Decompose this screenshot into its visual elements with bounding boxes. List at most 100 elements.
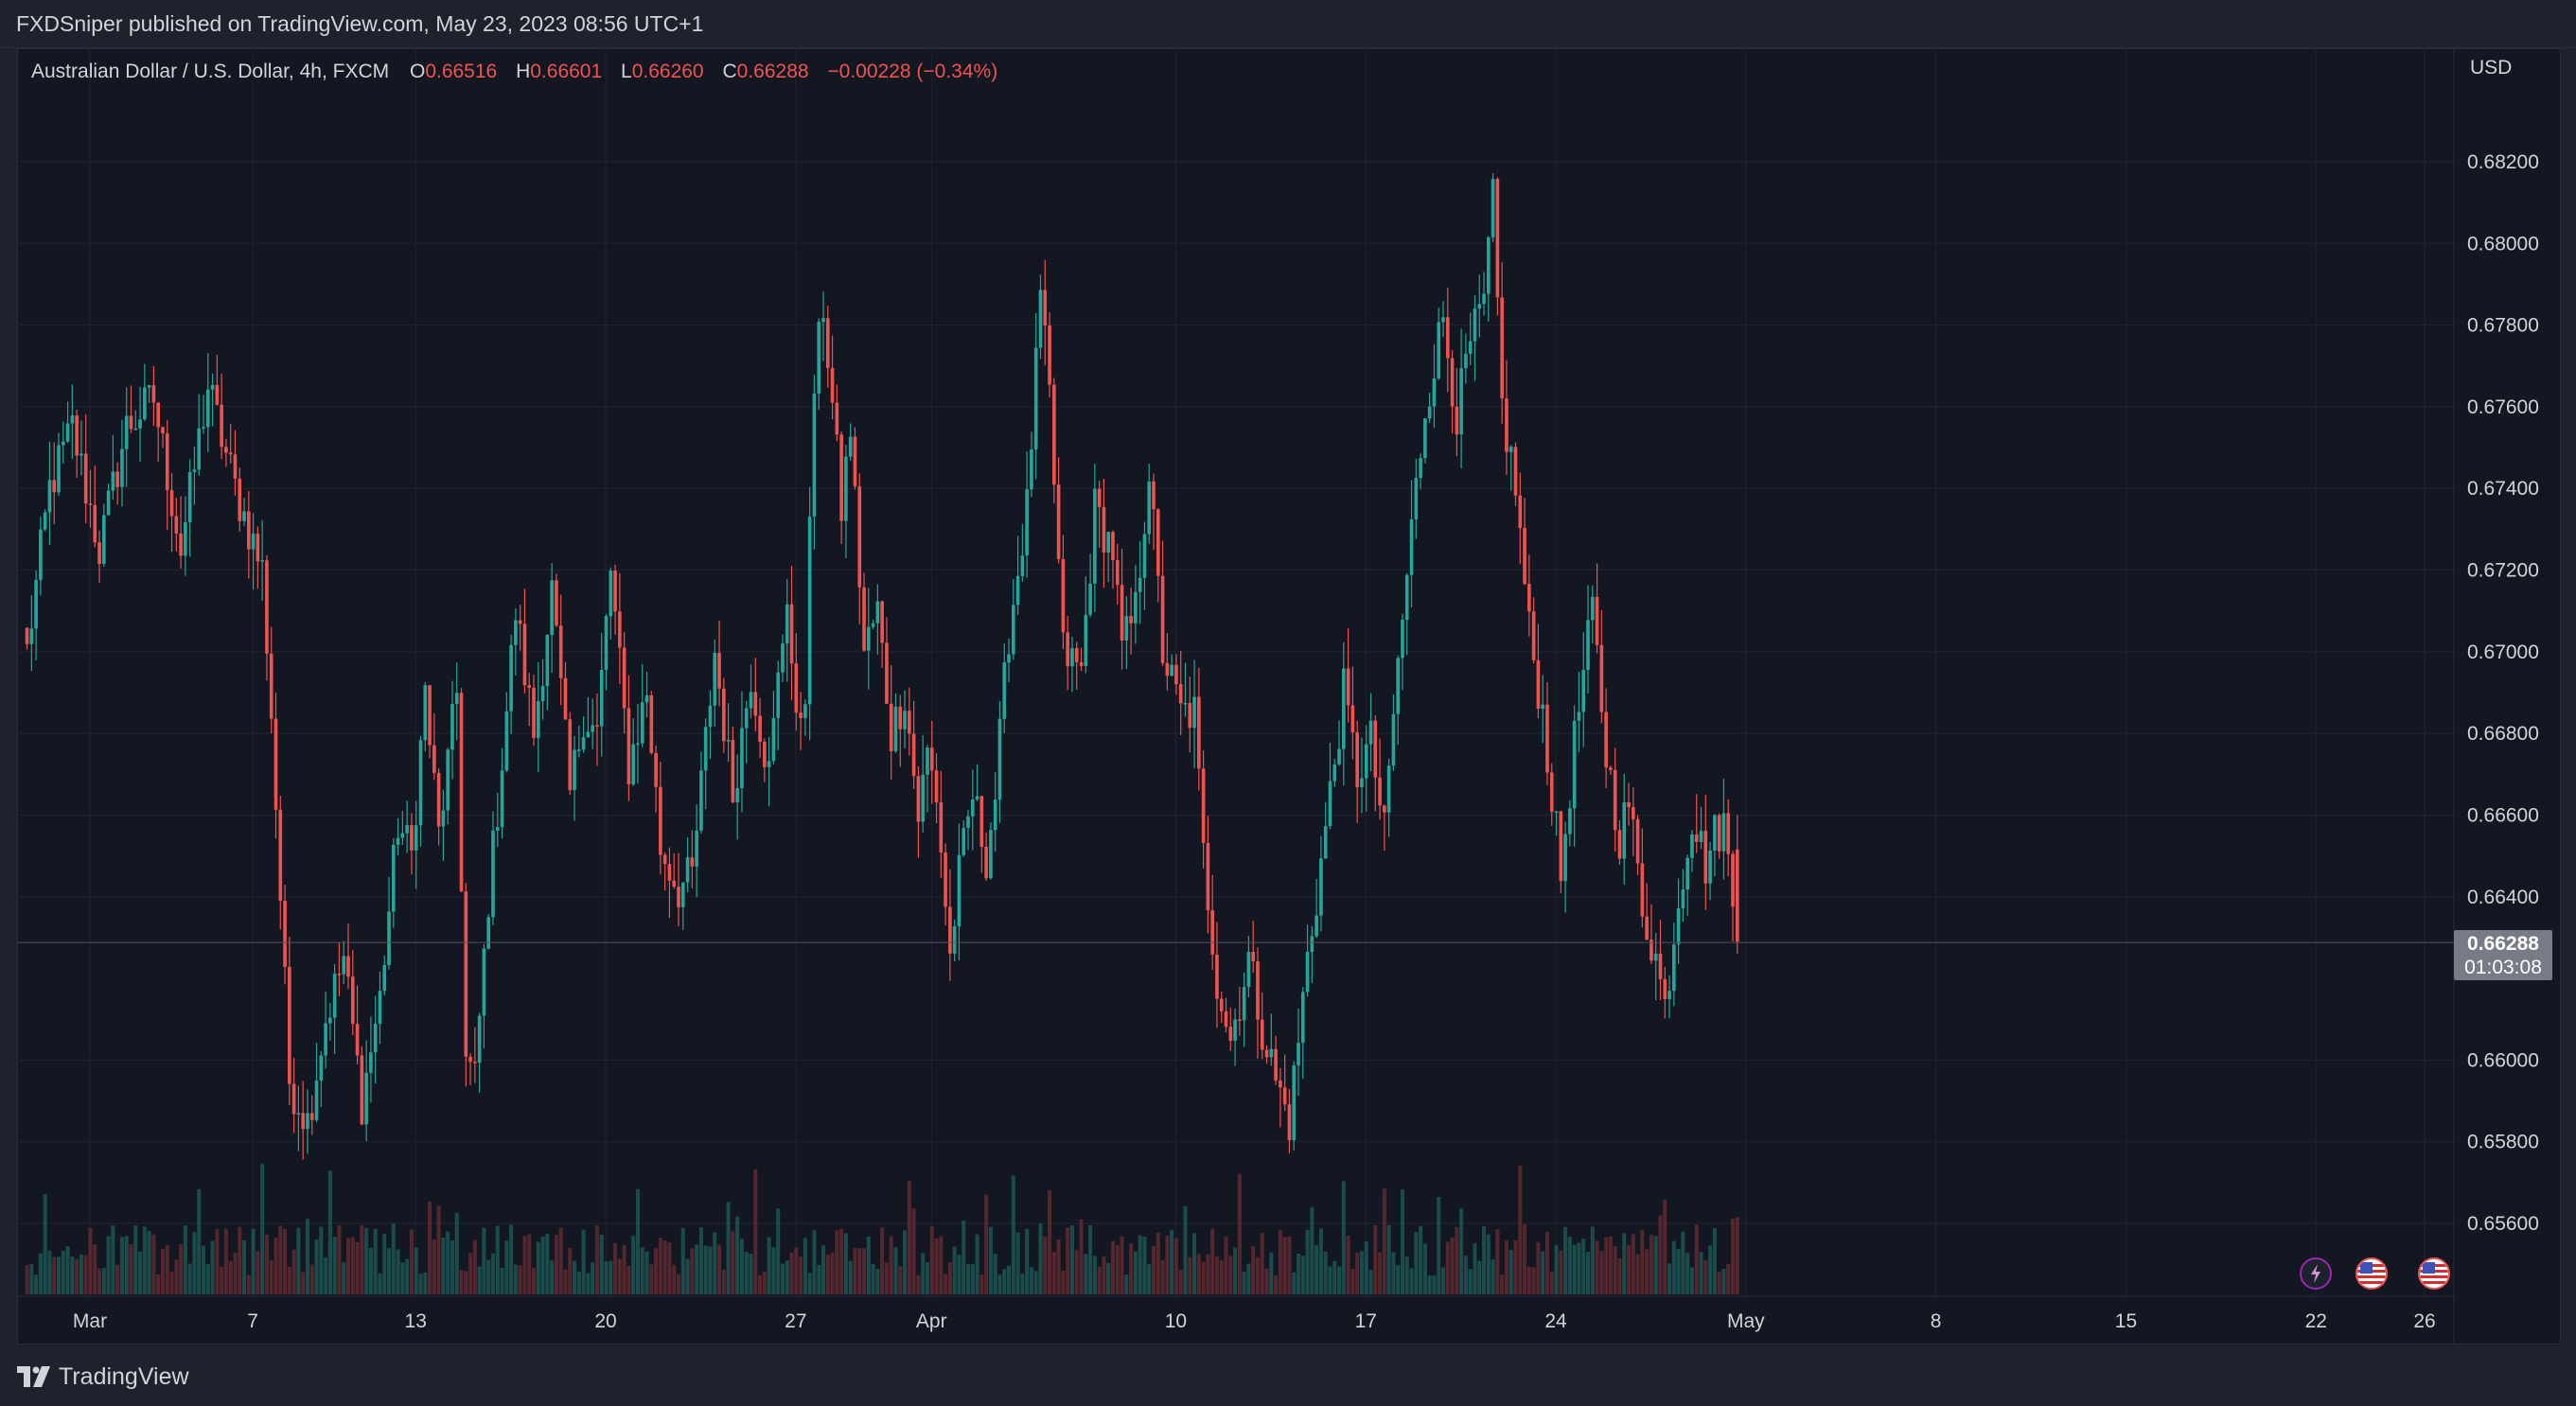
candle-body — [1147, 481, 1152, 535]
candle-body — [573, 749, 576, 791]
candle-body — [1423, 418, 1427, 459]
price-axis[interactable]: 0.68200 0.68000 0.67800 0.67600 0.67400 0.672… — [2467, 151, 2539, 1235]
volume-bar — [1396, 1265, 1401, 1294]
volume-bar — [1726, 1264, 1731, 1294]
volume-bar — [957, 1255, 962, 1294]
candle-body — [1142, 534, 1147, 578]
volume-bar — [342, 1261, 346, 1294]
volume-bar — [1188, 1257, 1192, 1294]
volume-bar — [1577, 1242, 1581, 1294]
us-flag-event-icon[interactable] — [2355, 1257, 2388, 1290]
volume-bar — [532, 1267, 537, 1294]
volume-bar — [1631, 1234, 1635, 1294]
volume-bar — [1482, 1225, 1487, 1294]
candle-body — [885, 642, 889, 704]
volume-bar — [825, 1255, 830, 1294]
symbol-title[interactable]: Australian Dollar / U.S. Dollar, 4h, FXC… — [31, 61, 390, 82]
candle-body — [364, 1072, 368, 1125]
us-flag-event-icon[interactable] — [2418, 1257, 2450, 1290]
candle-body — [893, 706, 898, 751]
volume-bar — [1440, 1267, 1446, 1294]
x-tick-label: 27 — [785, 1310, 806, 1332]
candle-body — [57, 445, 61, 493]
volume-bar — [1513, 1239, 1518, 1294]
currency-label[interactable]: USD — [2470, 57, 2513, 79]
volume-bar — [1156, 1232, 1160, 1294]
candle-body — [1495, 179, 1500, 298]
candle-body — [532, 688, 536, 738]
candle-body — [685, 857, 690, 883]
candle-body — [184, 521, 187, 556]
candle-body — [251, 533, 256, 550]
volume-bar — [1608, 1236, 1613, 1294]
candle-body — [306, 1113, 309, 1130]
candle-body — [1197, 696, 1201, 769]
candle-body — [1066, 632, 1069, 667]
volume-bar — [309, 1264, 314, 1294]
candle-body — [799, 712, 803, 718]
volume-bar — [1549, 1271, 1554, 1294]
volume-bar — [1173, 1238, 1178, 1294]
candle-body — [731, 740, 735, 802]
volume-bar — [975, 1234, 979, 1294]
volume-bar — [1721, 1268, 1726, 1294]
tradingview-brand[interactable]: TradingView — [17, 1362, 189, 1391]
volume-bar — [38, 1253, 43, 1294]
candle-body — [220, 404, 223, 448]
time-axis[interactable]: Mar 7 13 20 27 Apr 10 17 24 May 8 15 22 26 — [73, 1310, 2436, 1332]
candle-body — [1640, 863, 1645, 917]
volume-bar — [264, 1234, 269, 1294]
volume-bar — [490, 1253, 495, 1294]
candle-body — [473, 1062, 477, 1063]
volume-bar — [1422, 1243, 1427, 1294]
volume-bar — [1585, 1252, 1590, 1294]
volume-bar — [812, 1230, 817, 1294]
volume-bar — [979, 1274, 984, 1294]
candle-body — [952, 926, 957, 954]
candle-body — [984, 846, 988, 879]
candle-body — [400, 833, 405, 838]
ohlc-legend: Australian Dollar / U.S. Dollar, 4h, FXC… — [31, 61, 1011, 83]
volume-bar — [1735, 1217, 1739, 1294]
volume-bar — [568, 1247, 573, 1294]
volume-bar — [753, 1169, 758, 1294]
candle-body — [1364, 744, 1368, 779]
volume-bar — [233, 1252, 238, 1294]
candle-body — [1599, 644, 1604, 712]
volume-bar — [799, 1256, 803, 1294]
volume-bar — [324, 1257, 328, 1294]
volume-bar — [581, 1229, 586, 1294]
lightning-event-icon[interactable] — [2300, 1257, 2332, 1290]
candle-body — [1260, 1019, 1264, 1050]
candle-body — [1201, 768, 1206, 843]
open-label: O — [409, 61, 426, 82]
candle-body — [1242, 987, 1246, 1021]
volume-bar — [1599, 1251, 1604, 1294]
volume-bar — [228, 1260, 233, 1294]
candle-body — [1531, 611, 1536, 660]
volume-bar — [450, 1240, 454, 1294]
candle-body — [228, 452, 233, 455]
candle-body — [518, 620, 522, 624]
volume-bar — [1237, 1173, 1242, 1294]
open-value: 0.66516 — [425, 61, 498, 82]
candle-body — [1658, 953, 1663, 979]
volume-bar — [835, 1230, 839, 1294]
volume-bar — [1382, 1188, 1386, 1294]
volume-bar — [1323, 1251, 1328, 1294]
candle-body — [586, 731, 591, 738]
candle-body — [1631, 806, 1635, 819]
candle-body — [1093, 488, 1097, 584]
candle-body — [1581, 670, 1586, 712]
candle-body — [1282, 1087, 1287, 1105]
y-tick-label: 0.67400 — [2467, 478, 2539, 500]
candle-body — [1554, 811, 1559, 814]
volume-bar — [771, 1247, 776, 1294]
candle-body — [1233, 1019, 1237, 1041]
candle-body — [52, 480, 57, 493]
candle-body — [1228, 1027, 1233, 1041]
volume-bar — [1296, 1253, 1301, 1294]
y-tick-label: 0.67800 — [2467, 315, 2539, 337]
x-tick-label: May — [1727, 1310, 1765, 1332]
